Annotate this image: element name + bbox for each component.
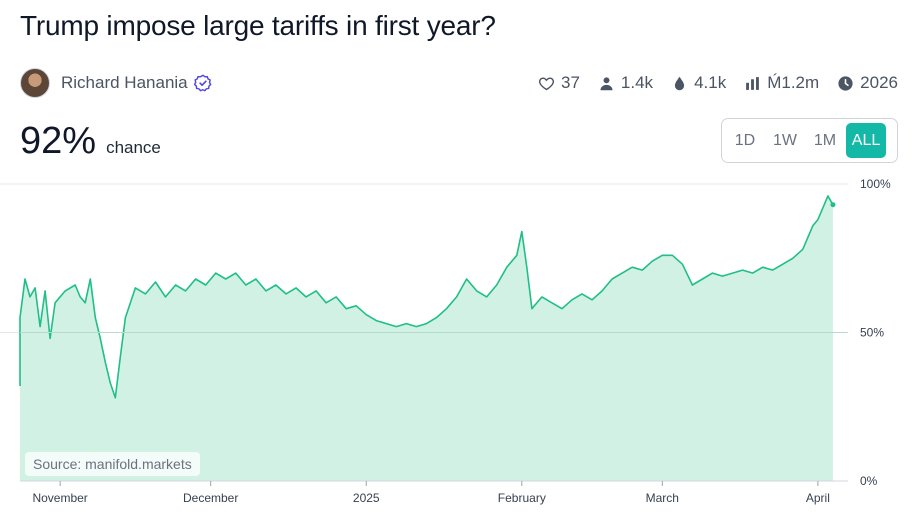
close-year: 2026 (860, 73, 898, 92)
verified-badge-icon (193, 74, 212, 92)
heart-icon (538, 76, 555, 90)
latest-point (830, 202, 836, 208)
range-all-button[interactable]: ALL (846, 123, 886, 158)
likes-count: 37 (561, 73, 580, 92)
probability-label: chance (106, 138, 161, 157)
drop-icon (674, 76, 685, 90)
time-range-selector: 1D 1W 1M ALL (721, 118, 898, 163)
volume-value: Ḿ1.2m (767, 73, 820, 92)
volume-stat: Ḿ1.2m (744, 73, 819, 93)
probability-area (20, 195, 833, 481)
avatar[interactable] (20, 68, 50, 98)
probability-value: 92% (20, 120, 97, 162)
x-tick-label: April (806, 491, 830, 505)
y-tick-label: 0% (860, 474, 878, 488)
x-tick-label: March (646, 491, 679, 505)
probability-chart[interactable]: 100% 50% 0% November December 2025 February Mar… (0, 170, 916, 513)
market-stats: 37 1.4k 4.1k Ḿ1.2m 2026 (538, 70, 898, 96)
x-tick-label: December (183, 491, 238, 505)
range-1w-button[interactable]: 1W (773, 131, 797, 149)
x-tick-label: November (32, 491, 87, 505)
probability-display: 92% chance (20, 120, 161, 163)
liquidity-value: 4.1k (694, 73, 727, 92)
liquidity-stat: 4.1k (671, 73, 726, 93)
x-tick-label: 2025 (353, 491, 380, 505)
range-1m-button[interactable]: 1M (813, 131, 837, 149)
market-title: Trump impose large tariffs in first year… (20, 10, 496, 41)
likes-stat[interactable]: 37 (538, 73, 580, 93)
author-name[interactable]: Richard Hanania (61, 73, 188, 92)
range-1d-button[interactable]: 1D (734, 131, 756, 149)
y-tick-label: 50% (860, 326, 884, 340)
person-icon (600, 76, 613, 90)
x-tick-label: February (498, 491, 546, 505)
bar-chart-icon (746, 76, 760, 90)
traders-stat: 1.4k (598, 73, 653, 93)
y-tick-label: 100% (860, 177, 891, 191)
traders-count: 1.4k (620, 73, 654, 92)
close-date-stat: 2026 (837, 73, 898, 93)
probability-line (19, 195, 834, 399)
author-row: Richard Hanania (20, 68, 212, 98)
source-note: Source: manifold.markets (25, 452, 200, 476)
clock-icon (838, 75, 853, 91)
